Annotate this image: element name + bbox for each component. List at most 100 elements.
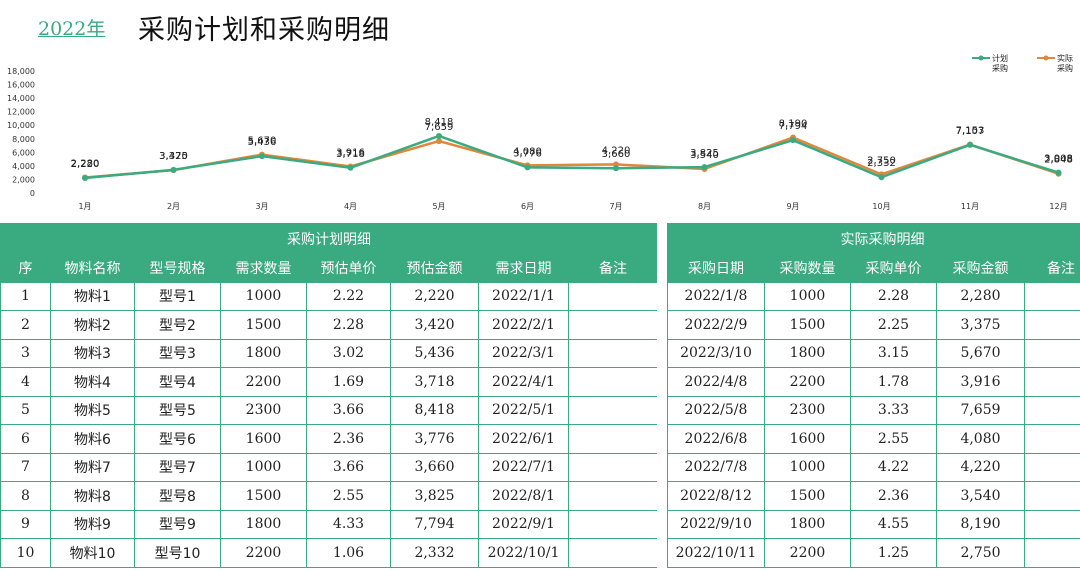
table-row: 8 物料8 型号8 1500 2.55 3,825 2022/8/1 bbox=[0, 481, 658, 511]
table-cell: 1600 bbox=[220, 424, 307, 454]
table-cell: 3,916 bbox=[936, 367, 1025, 397]
x-tick-label: 2月 bbox=[167, 202, 180, 211]
x-tick-label: 11月 bbox=[961, 202, 979, 211]
plan-header: 预估金额 bbox=[390, 253, 479, 283]
table-cell: 3,660 bbox=[390, 452, 479, 482]
table-cell: 4.55 bbox=[850, 509, 937, 539]
table-cell bbox=[568, 481, 658, 511]
table-row: 7 物料7 型号7 1000 3.66 3,660 2022/7/1 bbox=[0, 452, 658, 482]
legend-label: 实际 bbox=[1057, 53, 1073, 63]
table-cell: 3.66 bbox=[306, 395, 391, 425]
table-cell: 7,659 bbox=[936, 395, 1025, 425]
table-cell: 10 bbox=[0, 538, 51, 568]
table-cell: 型号6 bbox=[134, 424, 221, 454]
table-cell: 2200 bbox=[220, 538, 307, 568]
table-row: 10 物料10 型号10 2200 1.06 2,332 2022/10/1 bbox=[0, 538, 658, 568]
y-tick-label: 2,000 bbox=[12, 175, 35, 184]
table-cell: 4.22 bbox=[850, 452, 937, 482]
table-cell bbox=[1024, 395, 1080, 425]
table-row: 2022/4/8 2200 1.78 3,916 bbox=[667, 367, 1080, 397]
table-cell: 3,420 bbox=[390, 310, 479, 340]
table-cell: 3.33 bbox=[850, 395, 937, 425]
table-row: 5 物料5 型号5 2300 3.66 8,418 2022/5/1 bbox=[0, 395, 658, 425]
plan-header: 备注 bbox=[568, 253, 658, 283]
table-cell: 型号8 bbox=[134, 481, 221, 511]
table-row: 2022/7/8 1000 4.22 4,220 bbox=[667, 452, 1080, 482]
data-label-1: 3,916 bbox=[336, 147, 365, 158]
legend-marker bbox=[1043, 55, 1049, 61]
y-tick-label: 18,000 bbox=[7, 67, 35, 76]
y-tick-label: 10,000 bbox=[7, 121, 35, 130]
data-label-0: 3,420 bbox=[159, 151, 188, 162]
table-cell: 物料10 bbox=[50, 538, 135, 568]
table-row: 2022/8/12 1500 2.36 3,540 bbox=[667, 481, 1080, 511]
table-cell: 3,540 bbox=[936, 481, 1025, 511]
series-line-0 bbox=[84, 134, 1059, 180]
y-tick-label: 0 bbox=[30, 189, 35, 198]
table-cell bbox=[568, 367, 658, 397]
table-cell: 2.36 bbox=[306, 424, 391, 454]
table-cell bbox=[1024, 424, 1080, 454]
series-point-0 bbox=[1055, 169, 1062, 176]
legend-label: 采购 bbox=[1057, 63, 1073, 73]
data-label-1: 2,750 bbox=[867, 155, 896, 166]
data-label-1: 7,659 bbox=[425, 122, 454, 133]
table-cell: 2022/7/1 bbox=[478, 452, 569, 482]
table-row: 2022/2/9 1500 2.25 3,375 bbox=[667, 310, 1080, 340]
data-label-1: 4,220 bbox=[602, 145, 631, 156]
table-cell: 1800 bbox=[764, 338, 851, 368]
table-cell: 型号7 bbox=[134, 452, 221, 482]
plan-header: 物料名称 bbox=[50, 253, 135, 283]
table-cell: 2200 bbox=[764, 367, 851, 397]
plan-header: 序 bbox=[0, 253, 51, 283]
table-cell: 1.25 bbox=[850, 538, 937, 568]
table-cell: 5,436 bbox=[390, 338, 479, 368]
table-cell: 1.69 bbox=[306, 367, 391, 397]
x-tick-label: 9月 bbox=[786, 202, 799, 211]
table-cell: 2,332 bbox=[390, 538, 479, 568]
series-point-0 bbox=[790, 137, 796, 144]
table-cell: 2022/10/11 bbox=[667, 538, 765, 568]
table-row: 3 物料3 型号3 1800 3.02 5,436 2022/3/1 bbox=[0, 338, 658, 368]
table-cell: 物料1 bbox=[50, 281, 135, 311]
table-cell bbox=[1024, 338, 1080, 368]
actual-header: 备注 bbox=[1024, 253, 1080, 283]
data-label-1: 4,080 bbox=[513, 146, 542, 157]
table-cell: 1.78 bbox=[850, 367, 937, 397]
table-cell: 2300 bbox=[764, 395, 851, 425]
table-cell bbox=[1024, 538, 1080, 568]
table-cell: 物料3 bbox=[50, 338, 135, 368]
plan-header: 需求日期 bbox=[478, 253, 569, 283]
table-cell: 型号4 bbox=[134, 367, 221, 397]
table-cell: 1800 bbox=[220, 509, 307, 539]
table-cell bbox=[568, 338, 658, 368]
data-label-0: 3,825 bbox=[690, 148, 719, 159]
table-cell: 1500 bbox=[220, 310, 307, 340]
table-cell: 2022/4/8 bbox=[667, 367, 765, 397]
series-point-0 bbox=[967, 141, 973, 148]
table-cell: 型号1 bbox=[134, 281, 221, 311]
table-cell: 1000 bbox=[220, 281, 307, 311]
y-tick-label: 8,000 bbox=[12, 135, 35, 144]
table-cell: 2.36 bbox=[850, 481, 937, 511]
table-cell: 2.22 bbox=[306, 281, 391, 311]
x-tick-label: 3月 bbox=[255, 202, 268, 211]
table-cell: 8,190 bbox=[936, 509, 1025, 539]
table-cell: 物料8 bbox=[50, 481, 135, 511]
purchase-line-chart: 0 2,000 4,000 6,000 8,000 10,000 12,000 14,000 1… bbox=[7, 53, 1073, 211]
table-cell bbox=[568, 281, 658, 311]
table-cell: 物料7 bbox=[50, 452, 135, 482]
table-cell bbox=[1024, 452, 1080, 482]
table-cell: 物料4 bbox=[50, 367, 135, 397]
table-cell: 2022/4/1 bbox=[478, 367, 569, 397]
table-cell: 2200 bbox=[764, 538, 851, 568]
table-row: 2022/3/10 1800 3.15 5,670 bbox=[667, 338, 1080, 368]
data-label-0: 3,718 bbox=[336, 149, 365, 160]
table-cell: 1500 bbox=[764, 310, 851, 340]
x-tick-label: 8月 bbox=[698, 202, 711, 211]
table-cell: 2022/8/1 bbox=[478, 481, 569, 511]
table-cell: 1500 bbox=[764, 481, 851, 511]
y-tick-label: 14,000 bbox=[7, 94, 35, 103]
plan-header: 型号规格 bbox=[134, 253, 221, 283]
table-cell: 1.06 bbox=[306, 538, 391, 568]
